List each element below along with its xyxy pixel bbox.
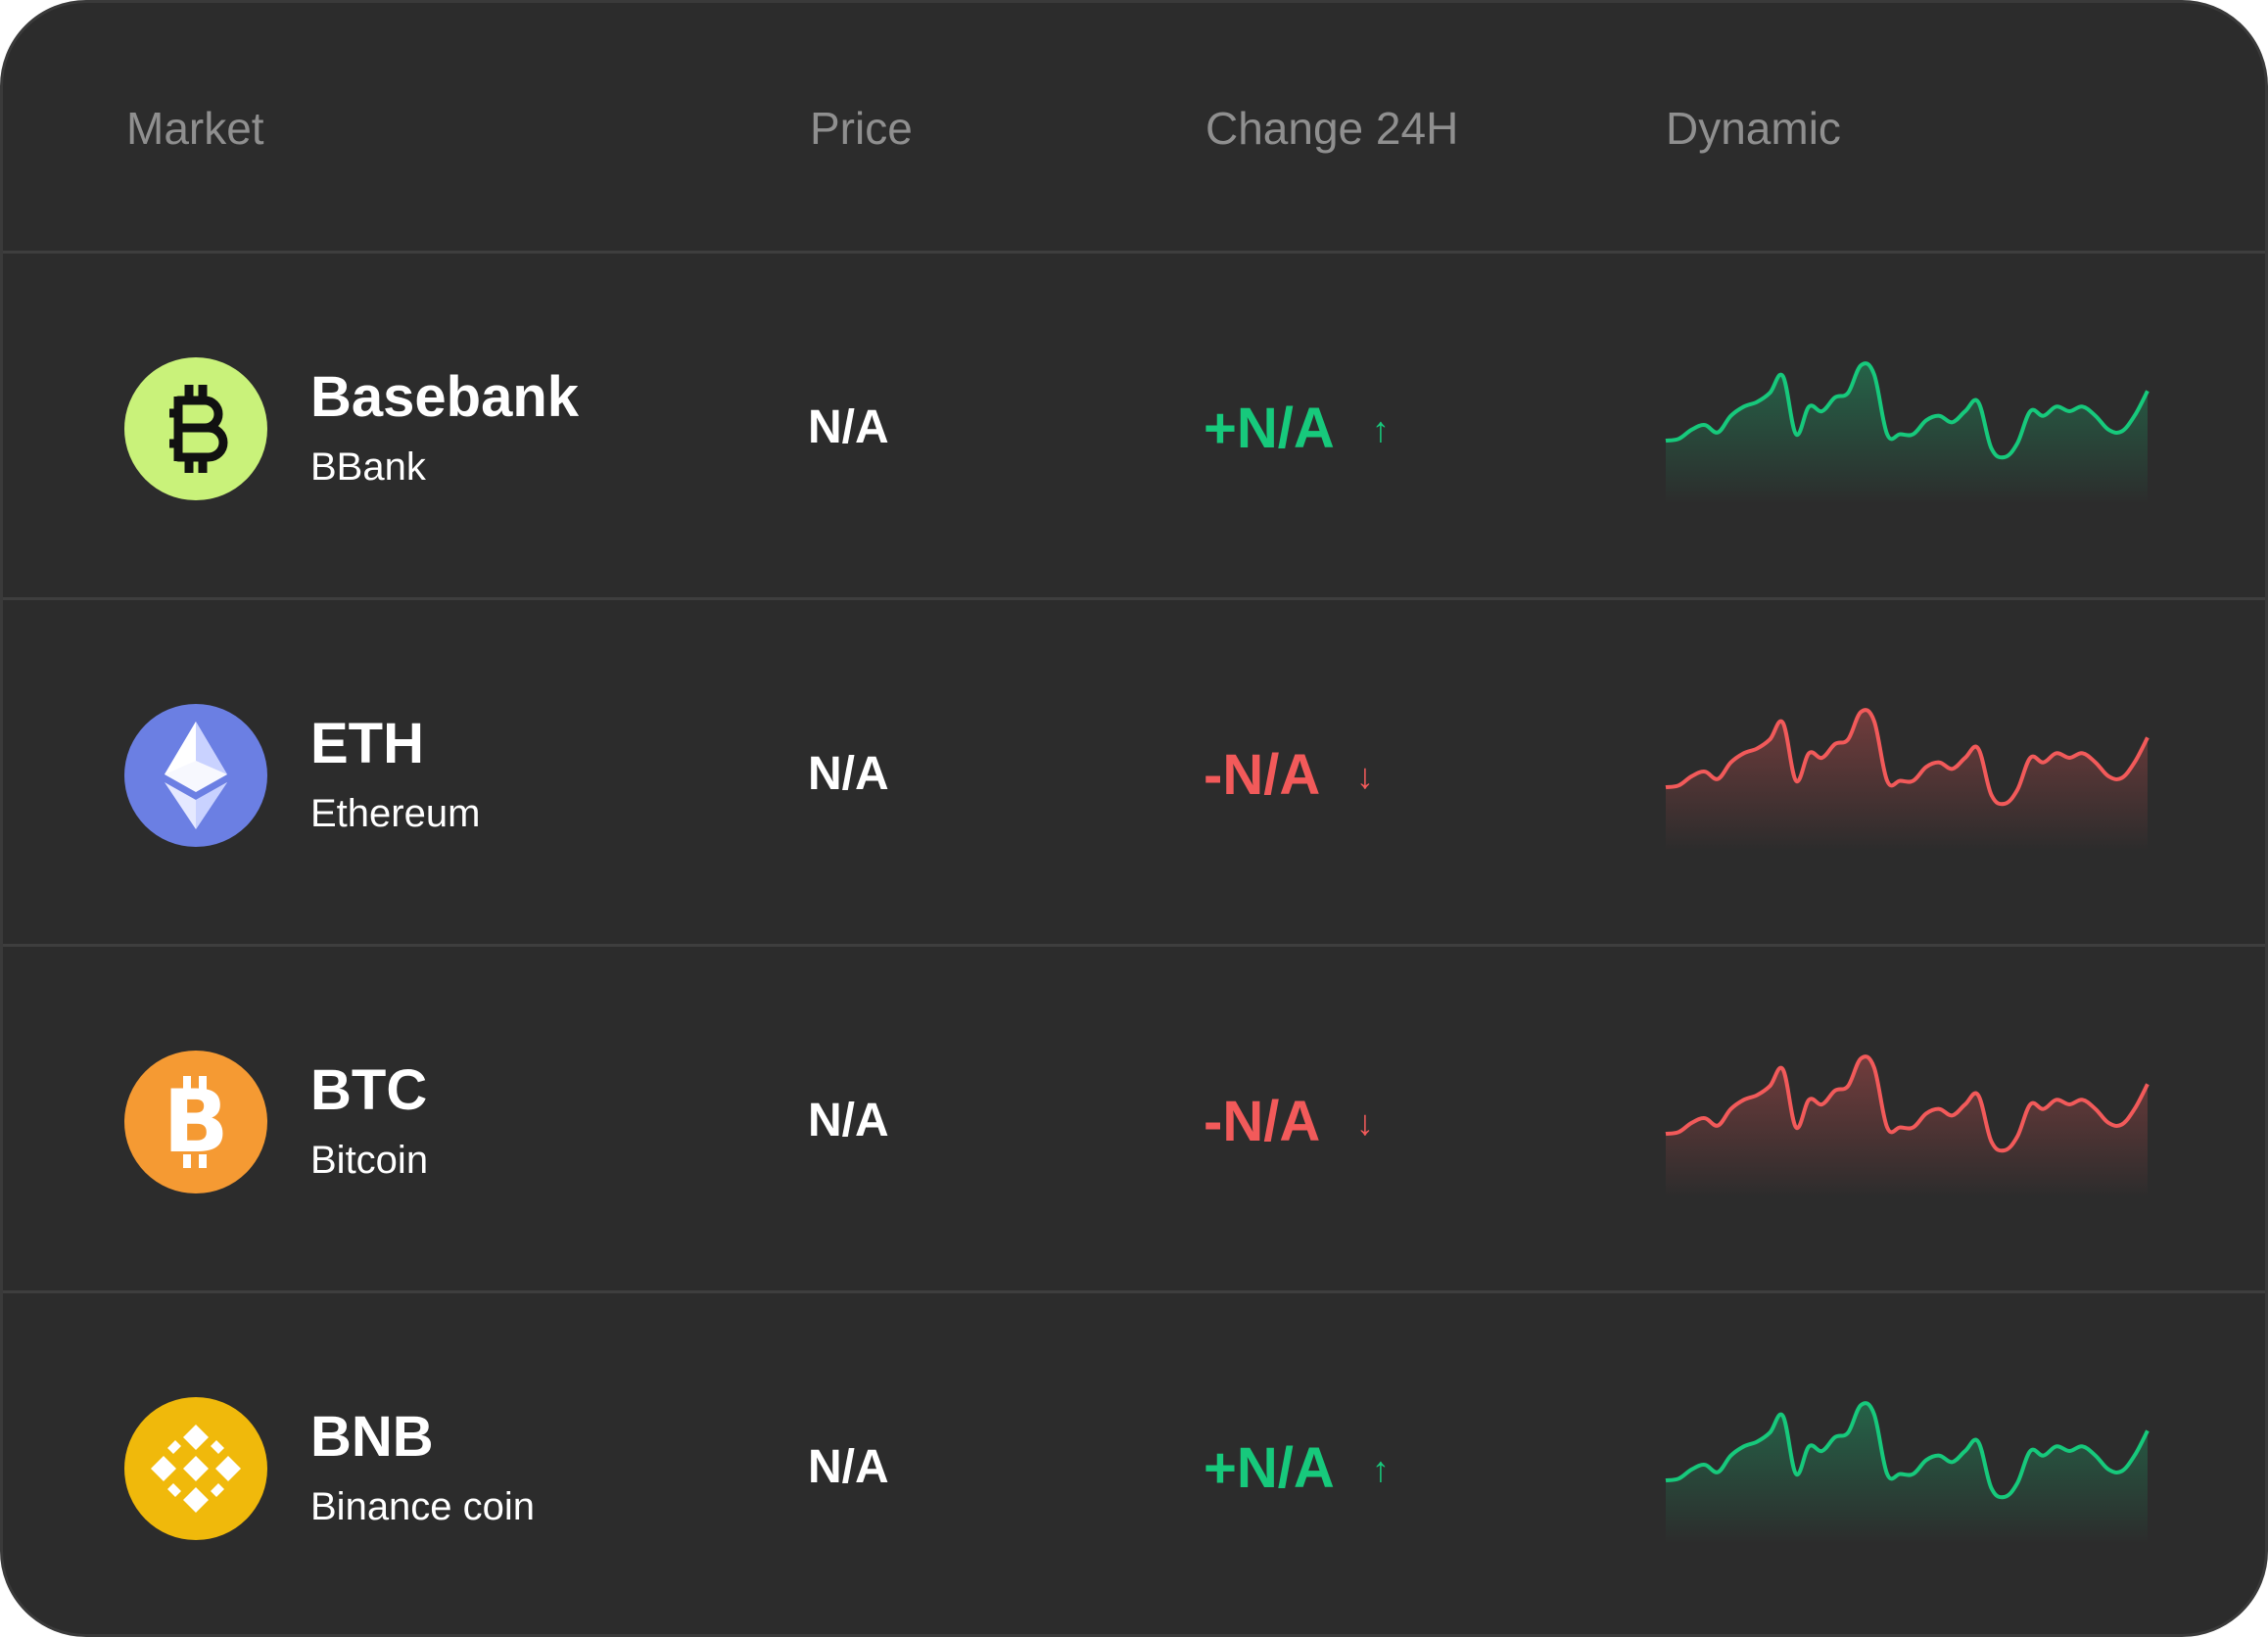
coin-ticker: Bitcoin bbox=[310, 1139, 429, 1182]
svg-text:B: B bbox=[163, 1071, 228, 1172]
arrow-up-icon: ↑ bbox=[1372, 1449, 1390, 1489]
sparkline-line bbox=[1665, 1401, 2150, 1500]
table-row-bnb[interactable]: BNB Binance coin N/A +N/A ↑ bbox=[3, 1293, 2265, 1634]
coin-price: N/A bbox=[808, 401, 889, 453]
coin-name: ETH bbox=[310, 712, 424, 775]
coin-name: Basebank bbox=[310, 365, 580, 429]
sparkline-svg bbox=[1665, 1401, 2150, 1544]
sparkline-area bbox=[1666, 1403, 2148, 1544]
ethereum-icon bbox=[124, 704, 267, 847]
coin-price: N/A bbox=[808, 748, 889, 800]
sparkline-line bbox=[1665, 708, 2150, 807]
sparkline-chart bbox=[1665, 1387, 2150, 1544]
sparkline-area bbox=[1666, 363, 2148, 504]
coin-name: BTC bbox=[310, 1058, 428, 1122]
sparkline-svg bbox=[1665, 708, 2150, 851]
arrow-down-icon: ↓ bbox=[1356, 1102, 1374, 1143]
sparkline-area bbox=[1666, 710, 2148, 851]
change-value: +N/A bbox=[1204, 397, 1335, 460]
table-row-eth[interactable]: ETH Ethereum N/A -N/A ↓ bbox=[3, 600, 2265, 947]
coin-ticker: Ethereum bbox=[310, 792, 481, 835]
coin-ticker: Binance coin bbox=[310, 1485, 536, 1528]
table-row-btc[interactable]: B BTC Bitcoin N/A -N/A ↓ bbox=[3, 947, 2265, 1293]
column-header-market[interactable]: Market bbox=[126, 103, 264, 154]
change-value: +N/A bbox=[1204, 1436, 1335, 1500]
sparkline-line bbox=[1665, 1054, 2150, 1153]
sparkline-chart bbox=[1665, 694, 2150, 851]
column-header-dynamic[interactable]: Dynamic bbox=[1666, 103, 1841, 154]
coin-ticker: BBank bbox=[310, 445, 426, 489]
sparkline-svg bbox=[1665, 361, 2150, 504]
table-row-basebank[interactable]: Basebank BBank N/A +N/A ↑ bbox=[3, 254, 2265, 600]
change-value: -N/A bbox=[1204, 1090, 1321, 1153]
sparkline-area bbox=[1666, 1056, 2148, 1197]
binance-icon bbox=[124, 1397, 267, 1540]
coin-price: N/A bbox=[808, 1095, 889, 1146]
sparkline-chart bbox=[1665, 348, 2150, 504]
sparkline-chart bbox=[1665, 1041, 2150, 1197]
sparkline-line bbox=[1665, 361, 2150, 460]
arrow-down-icon: ↓ bbox=[1356, 756, 1374, 796]
column-header-price[interactable]: Price bbox=[810, 103, 913, 154]
sparkline-svg bbox=[1665, 1054, 2150, 1197]
basebank-icon bbox=[124, 357, 267, 500]
coin-price: N/A bbox=[808, 1441, 889, 1493]
change-value: -N/A bbox=[1204, 743, 1321, 807]
coin-name: BNB bbox=[310, 1405, 434, 1469]
bitcoin-icon: B bbox=[124, 1051, 267, 1193]
column-header-change[interactable]: Change 24H bbox=[1205, 103, 1459, 154]
table-header: Market Price Change 24H Dynamic bbox=[3, 3, 2265, 254]
arrow-up-icon: ↑ bbox=[1372, 409, 1390, 449]
